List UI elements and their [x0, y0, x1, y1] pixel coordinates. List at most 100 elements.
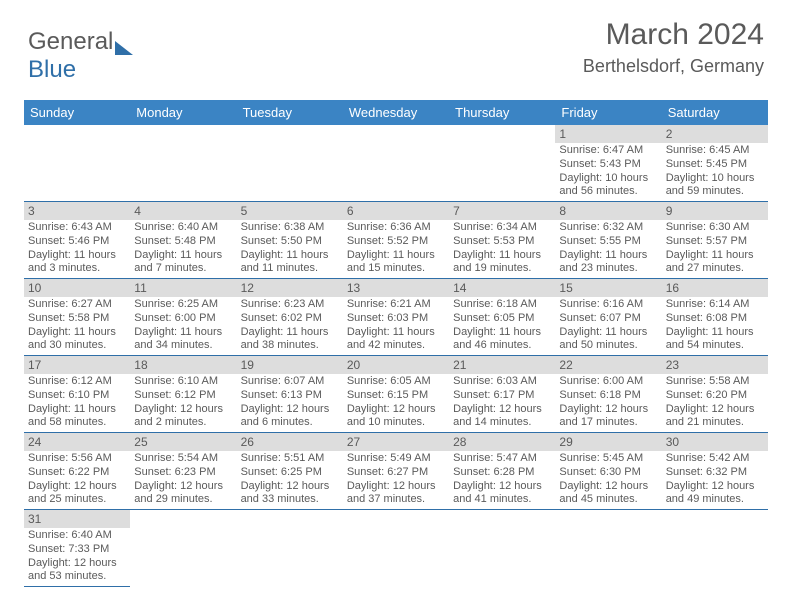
calendar-cell: 31Sunrise: 6:40 AMSunset: 7:33 PMDayligh… — [24, 510, 130, 587]
day-details: Sunrise: 6:47 AMSunset: 5:43 PMDaylight:… — [555, 143, 661, 201]
day-number: 2 — [662, 125, 768, 143]
sunset-text: Sunset: 5:58 PM — [28, 312, 126, 326]
calendar-row: 1Sunrise: 6:47 AMSunset: 5:43 PMDaylight… — [24, 125, 768, 202]
daylight-text-2: and 23 minutes. — [559, 262, 657, 276]
sunset-text: Sunset: 6:12 PM — [134, 389, 232, 403]
sunrise-text: Sunrise: 6:03 AM — [453, 375, 551, 389]
sunset-text: Sunset: 6:02 PM — [241, 312, 339, 326]
calendar-cell: 7Sunrise: 6:34 AMSunset: 5:53 PMDaylight… — [449, 202, 555, 279]
calendar-cell: 14Sunrise: 6:18 AMSunset: 6:05 PMDayligh… — [449, 279, 555, 356]
day-number: 28 — [449, 433, 555, 451]
sunset-text: Sunset: 6:17 PM — [453, 389, 551, 403]
sunrise-text: Sunrise: 6:16 AM — [559, 298, 657, 312]
daylight-text-1: Daylight: 12 hours — [666, 403, 764, 417]
daylight-text-2: and 19 minutes. — [453, 262, 551, 276]
day-number: 20 — [343, 356, 449, 374]
sunrise-text: Sunrise: 6:47 AM — [559, 144, 657, 158]
day-details: Sunrise: 6:00 AMSunset: 6:18 PMDaylight:… — [555, 374, 661, 432]
day-number: 16 — [662, 279, 768, 297]
daylight-text-1: Daylight: 12 hours — [28, 557, 126, 571]
day-number: 24 — [24, 433, 130, 451]
day-number: 5 — [237, 202, 343, 220]
daylight-text-2: and 25 minutes. — [28, 493, 126, 507]
daylight-text-1: Daylight: 11 hours — [28, 249, 126, 263]
sunset-text: Sunset: 6:08 PM — [666, 312, 764, 326]
daylight-text-1: Daylight: 11 hours — [453, 249, 551, 263]
daylight-text-1: Daylight: 12 hours — [241, 480, 339, 494]
daylight-text-1: Daylight: 11 hours — [241, 249, 339, 263]
sunrise-text: Sunrise: 6:10 AM — [134, 375, 232, 389]
daylight-text-1: Daylight: 11 hours — [666, 326, 764, 340]
day-number: 6 — [343, 202, 449, 220]
daylight-text-2: and 37 minutes. — [347, 493, 445, 507]
daylight-text-1: Daylight: 10 hours — [559, 172, 657, 186]
calendar-cell: 22Sunrise: 6:00 AMSunset: 6:18 PMDayligh… — [555, 356, 661, 433]
location-label: Berthelsdorf, Germany — [583, 56, 764, 77]
sunrise-text: Sunrise: 6:34 AM — [453, 221, 551, 235]
day-number: 27 — [343, 433, 449, 451]
day-details: Sunrise: 6:21 AMSunset: 6:03 PMDaylight:… — [343, 297, 449, 355]
sunset-text: Sunset: 6:00 PM — [134, 312, 232, 326]
day-details: Sunrise: 5:42 AMSunset: 6:32 PMDaylight:… — [662, 451, 768, 509]
sunset-text: Sunset: 5:50 PM — [241, 235, 339, 249]
day-number: 26 — [237, 433, 343, 451]
calendar-cell: 1Sunrise: 6:47 AMSunset: 5:43 PMDaylight… — [555, 125, 661, 202]
weekday-header: Friday — [555, 100, 661, 125]
calendar-row: 24Sunrise: 5:56 AMSunset: 6:22 PMDayligh… — [24, 433, 768, 510]
calendar-cell: 20Sunrise: 6:05 AMSunset: 6:15 PMDayligh… — [343, 356, 449, 433]
daylight-text-1: Daylight: 11 hours — [559, 249, 657, 263]
calendar-cell: 5Sunrise: 6:38 AMSunset: 5:50 PMDaylight… — [237, 202, 343, 279]
daylight-text-1: Daylight: 12 hours — [134, 403, 232, 417]
daylight-text-1: Daylight: 11 hours — [28, 403, 126, 417]
daylight-text-1: Daylight: 12 hours — [453, 480, 551, 494]
daylight-text-2: and 56 minutes. — [559, 185, 657, 199]
sunrise-text: Sunrise: 5:47 AM — [453, 452, 551, 466]
sunrise-text: Sunrise: 6:14 AM — [666, 298, 764, 312]
daylight-text-1: Daylight: 11 hours — [241, 326, 339, 340]
day-number: 12 — [237, 279, 343, 297]
calendar-cell — [130, 125, 236, 202]
day-number: 25 — [130, 433, 236, 451]
calendar-cell: 27Sunrise: 5:49 AMSunset: 6:27 PMDayligh… — [343, 433, 449, 510]
day-details: Sunrise: 6:43 AMSunset: 5:46 PMDaylight:… — [24, 220, 130, 278]
weekday-header: Tuesday — [237, 100, 343, 125]
calendar-cell — [555, 510, 661, 587]
daylight-text-1: Daylight: 11 hours — [28, 326, 126, 340]
day-details: Sunrise: 5:54 AMSunset: 6:23 PMDaylight:… — [130, 451, 236, 509]
day-details: Sunrise: 6:16 AMSunset: 6:07 PMDaylight:… — [555, 297, 661, 355]
calendar-cell: 10Sunrise: 6:27 AMSunset: 5:58 PMDayligh… — [24, 279, 130, 356]
day-details: Sunrise: 6:10 AMSunset: 6:12 PMDaylight:… — [130, 374, 236, 432]
calendar-cell — [662, 510, 768, 587]
daylight-text-1: Daylight: 12 hours — [453, 403, 551, 417]
daylight-text-1: Daylight: 11 hours — [347, 326, 445, 340]
day-details: Sunrise: 6:34 AMSunset: 5:53 PMDaylight:… — [449, 220, 555, 278]
sunrise-text: Sunrise: 6:18 AM — [453, 298, 551, 312]
day-details: Sunrise: 6:07 AMSunset: 6:13 PMDaylight:… — [237, 374, 343, 432]
sunrise-text: Sunrise: 6:27 AM — [28, 298, 126, 312]
day-number: 10 — [24, 279, 130, 297]
sunrise-text: Sunrise: 6:23 AM — [241, 298, 339, 312]
daylight-text-1: Daylight: 11 hours — [453, 326, 551, 340]
daylight-text-2: and 42 minutes. — [347, 339, 445, 353]
sunrise-text: Sunrise: 5:54 AM — [134, 452, 232, 466]
day-details: Sunrise: 6:25 AMSunset: 6:00 PMDaylight:… — [130, 297, 236, 355]
calendar-row: 17Sunrise: 6:12 AMSunset: 6:10 PMDayligh… — [24, 356, 768, 433]
day-number: 23 — [662, 356, 768, 374]
calendar-cell: 28Sunrise: 5:47 AMSunset: 6:28 PMDayligh… — [449, 433, 555, 510]
day-details: Sunrise: 5:51 AMSunset: 6:25 PMDaylight:… — [237, 451, 343, 509]
sunrise-text: Sunrise: 6:32 AM — [559, 221, 657, 235]
day-details: Sunrise: 5:49 AMSunset: 6:27 PMDaylight:… — [343, 451, 449, 509]
day-number: 8 — [555, 202, 661, 220]
day-details: Sunrise: 6:40 AMSunset: 7:33 PMDaylight:… — [24, 528, 130, 586]
day-number: 30 — [662, 433, 768, 451]
daylight-text-2: and 15 minutes. — [347, 262, 445, 276]
sunrise-text: Sunrise: 5:45 AM — [559, 452, 657, 466]
day-number: 4 — [130, 202, 236, 220]
day-details: Sunrise: 5:56 AMSunset: 6:22 PMDaylight:… — [24, 451, 130, 509]
daylight-text-2: and 27 minutes. — [666, 262, 764, 276]
sunrise-text: Sunrise: 6:00 AM — [559, 375, 657, 389]
sunset-text: Sunset: 6:28 PM — [453, 466, 551, 480]
calendar-cell: 9Sunrise: 6:30 AMSunset: 5:57 PMDaylight… — [662, 202, 768, 279]
daylight-text-2: and 33 minutes. — [241, 493, 339, 507]
calendar-cell — [343, 510, 449, 587]
